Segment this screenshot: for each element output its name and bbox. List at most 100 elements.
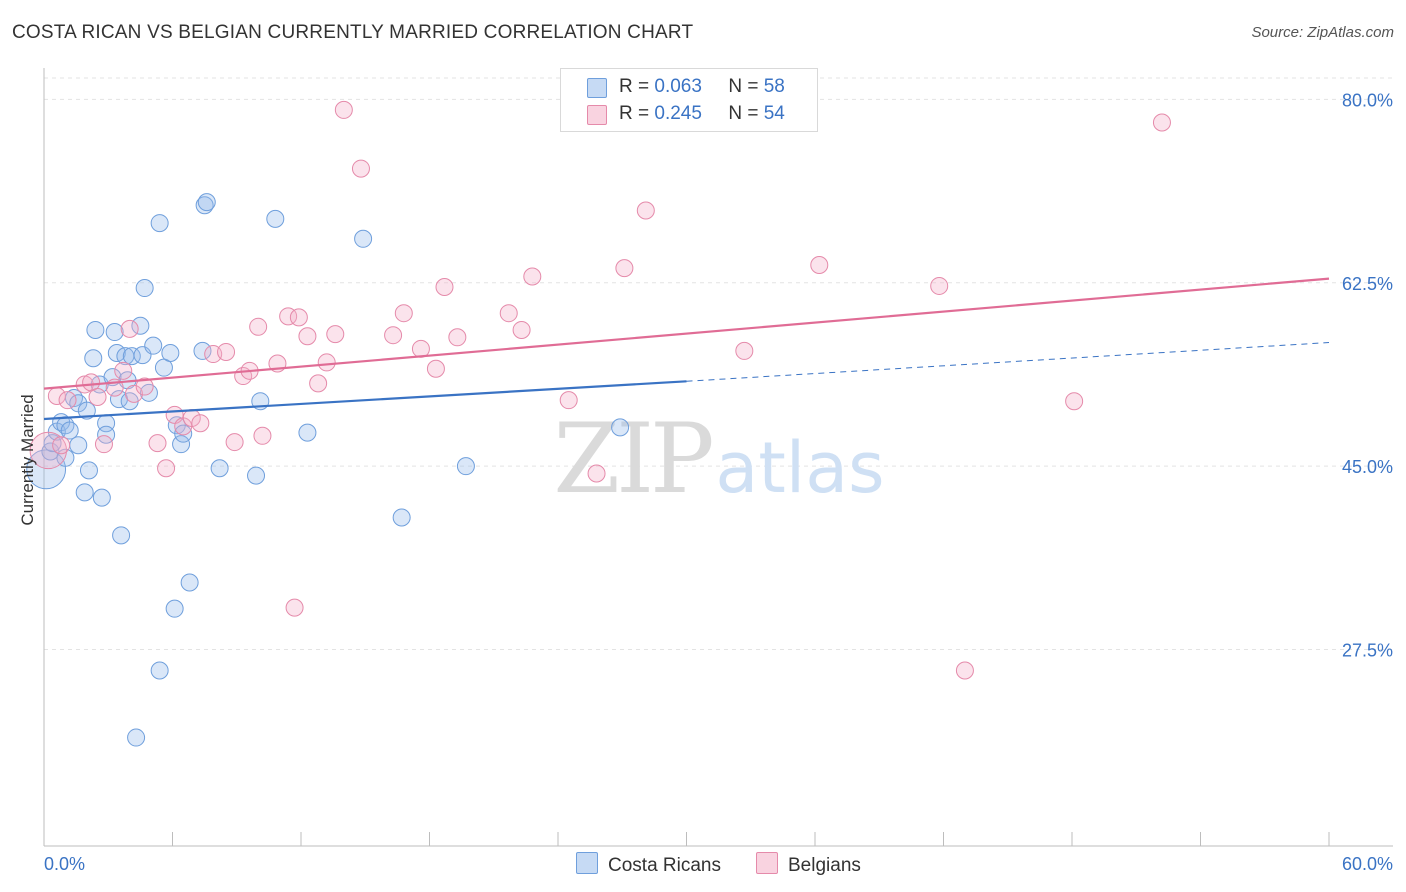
watermark: ZIP atlas — [553, 403, 884, 515]
point-belgians-46 — [587, 464, 606, 483]
point-belgians-40 — [435, 277, 454, 296]
y-tick-label-2: 62.5% — [1342, 274, 1393, 294]
point-costa-ricans-43 — [180, 573, 199, 592]
point-belgians-36 — [384, 326, 403, 345]
point-costa-ricans-36 — [150, 214, 169, 233]
point-belgians-10 — [120, 319, 139, 338]
bottom-legend-costa-ricans: Costa Ricans — [576, 852, 721, 877]
point-belgians-7 — [94, 435, 113, 454]
watermark-zip: ZIP — [553, 403, 712, 515]
point-costa-ricans-45 — [195, 196, 214, 215]
point-costa-ricans-39 — [165, 599, 184, 618]
point-costa-ricans-46 — [197, 193, 216, 212]
point-belgians-32 — [317, 353, 336, 372]
point-belgians-33 — [326, 325, 345, 344]
point-costa-ricans-54 — [456, 457, 475, 476]
point-costa-ricans-52 — [354, 229, 373, 248]
y-tick-label-1: 45.0% — [1342, 457, 1393, 477]
point-belgians-25 — [253, 426, 272, 445]
point-costa-ricans-29 — [127, 728, 146, 747]
point-costa-ricans-13 — [79, 461, 98, 480]
y-axis-title: Currently Married — [18, 394, 37, 526]
legend-n-label: N = — [728, 103, 759, 124]
source-label: Source: ZipAtlas.com — [1251, 24, 1394, 41]
point-costa-ricans-24 — [112, 526, 131, 545]
point-belgians-35 — [351, 159, 370, 178]
point-costa-ricans-38 — [161, 344, 180, 363]
point-belgians-47 — [615, 259, 634, 278]
point-belgians-45 — [559, 391, 578, 410]
point-belgians-48 — [636, 201, 655, 220]
y-tick-labels: 27.5% 45.0% 62.5% 80.0% — [1342, 90, 1393, 660]
point-belgians-53 — [1065, 392, 1084, 411]
point-belgians-24 — [249, 317, 268, 336]
point-belgians-20 — [217, 342, 236, 361]
point-costa-ricans-11 — [75, 483, 94, 502]
point-belgians-30 — [298, 327, 317, 346]
legend-r-value-belgians: 0.245 — [654, 103, 702, 124]
legend-swatch-belgians — [587, 105, 607, 125]
point-costa-ricans-50 — [266, 209, 285, 228]
bottom-legend-label-belgians: Belgians — [788, 855, 861, 876]
point-belgians-50 — [810, 255, 829, 274]
watermark-atlas: atlas — [715, 427, 884, 509]
chart-title: COSTA RICAN VS BELGIAN CURRENTLY MARRIED… — [12, 22, 694, 43]
point-belgians-31 — [309, 374, 328, 393]
y-tick-label-3: 80.0% — [1342, 90, 1393, 110]
point-belgians-49 — [735, 341, 754, 360]
x-tick-label-max: 60.0% — [1342, 854, 1393, 874]
point-costa-ricans-32 — [135, 279, 154, 298]
bottom-legend-swatch-belgians — [756, 852, 778, 874]
point-belgians-41 — [448, 328, 467, 347]
point-belgians-6 — [88, 388, 107, 407]
point-costa-ricans-53 — [392, 508, 411, 527]
point-belgians-0 — [29, 431, 67, 470]
point-belgians-12 — [135, 377, 154, 396]
point-belgians-44 — [523, 267, 542, 286]
point-costa-ricans-34 — [144, 336, 163, 355]
x-ticks — [43, 832, 1330, 846]
point-costa-ricans-30 — [131, 316, 150, 335]
point-belgians-13 — [148, 434, 167, 453]
point-costa-ricans-55 — [611, 418, 630, 437]
bottom-legend-belgians: Belgians — [756, 852, 861, 877]
point-belgians-14 — [157, 459, 176, 478]
trend-lines — [43, 277, 1330, 421]
point-costa-ricans-44 — [193, 341, 212, 360]
legend-r-value-costa-ricans: 0.063 — [654, 76, 702, 97]
point-belgians-37 — [394, 304, 413, 323]
legend-n-value-belgians: 54 — [763, 103, 785, 124]
y-tick-label-0: 27.5% — [1342, 641, 1393, 661]
point-belgians-2 — [52, 436, 71, 455]
point-costa-ricans-12 — [77, 401, 96, 420]
legend-r-label: R = — [619, 76, 650, 97]
point-costa-ricans-0 — [26, 449, 67, 490]
point-belgians-42 — [499, 304, 518, 323]
point-belgians-9 — [114, 361, 133, 380]
point-belgians-39 — [426, 359, 445, 378]
point-costa-ricans-14 — [84, 349, 103, 368]
legend-swatch-costa-ricans — [587, 78, 607, 98]
point-belgians-3 — [58, 391, 77, 410]
legend-n-value-costa-ricans: 58 — [763, 76, 785, 97]
point-costa-ricans-35 — [150, 661, 169, 680]
point-costa-ricans-51 — [298, 423, 317, 442]
bottom-legend-swatch-costa-ricans — [576, 852, 598, 874]
trend-line-belgians — [43, 277, 1330, 390]
point-belgians-28 — [285, 598, 304, 617]
point-belgians-21 — [225, 433, 244, 452]
point-costa-ricans-7 — [60, 421, 79, 440]
x-tick-labels: 0.0% 60.0% — [44, 854, 1393, 874]
point-costa-ricans-47 — [210, 459, 229, 478]
point-belgians-54 — [1152, 113, 1171, 132]
bottom-legend-label-costa-ricans: Costa Ricans — [608, 855, 721, 876]
legend-r-label: R = — [619, 103, 650, 124]
legend-n-label: N = — [728, 76, 759, 97]
x-tick-label-min: 0.0% — [44, 854, 85, 874]
trend-line-costa-ricans-extension — [686, 342, 1330, 382]
series-belgians-points — [29, 100, 1171, 680]
point-costa-ricans-10 — [69, 436, 88, 455]
point-belgians-34 — [334, 100, 353, 119]
point-belgians-29 — [289, 308, 308, 327]
